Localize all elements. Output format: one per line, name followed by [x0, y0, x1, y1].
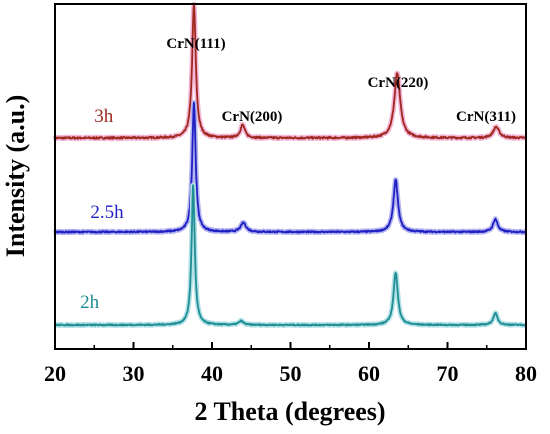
series-glow-2 — [53, 182, 528, 328]
series-glow-1 — [53, 100, 528, 236]
series-label-2: 2h — [80, 292, 100, 313]
series-label-1: 2.5h — [90, 202, 124, 223]
x-tick-label-0: 20 — [44, 361, 66, 386]
x-tick-label-2: 40 — [201, 361, 223, 386]
x-tick-label-4: 60 — [358, 361, 380, 386]
annotations: 3h 2.5h 2h CrN(111) CrN(200) CrN(220) CrN(311) — [80, 36, 516, 313]
series-line-0 — [54, 3, 526, 140]
series-label-0: 3h — [94, 106, 114, 127]
x-ticks: 20 30 40 50 60 70 80 — [44, 342, 537, 386]
peak-label-2: CrN(220) — [368, 75, 429, 91]
plot-frame — [54, 3, 527, 350]
series-line-1 — [54, 101, 527, 234]
series-layer — [52, 1, 528, 328]
x-tick-label-3: 50 — [280, 361, 302, 386]
x-tick-label-5: 70 — [437, 361, 459, 386]
series-line-2 — [54, 184, 527, 327]
peak-label-1: CrN(200) — [222, 109, 283, 125]
x-tick-label-6: 80 — [515, 361, 537, 386]
x-tick-label-1: 30 — [123, 361, 145, 386]
x-axis-label: 2 Theta (degrees) — [194, 397, 385, 426]
peak-label-3: CrN(311) — [456, 109, 516, 125]
peak-label-0: CrN(111) — [166, 36, 225, 52]
y-axis-label: Intensity (a.u.) — [1, 95, 30, 258]
series-glow-0 — [52, 1, 528, 142]
